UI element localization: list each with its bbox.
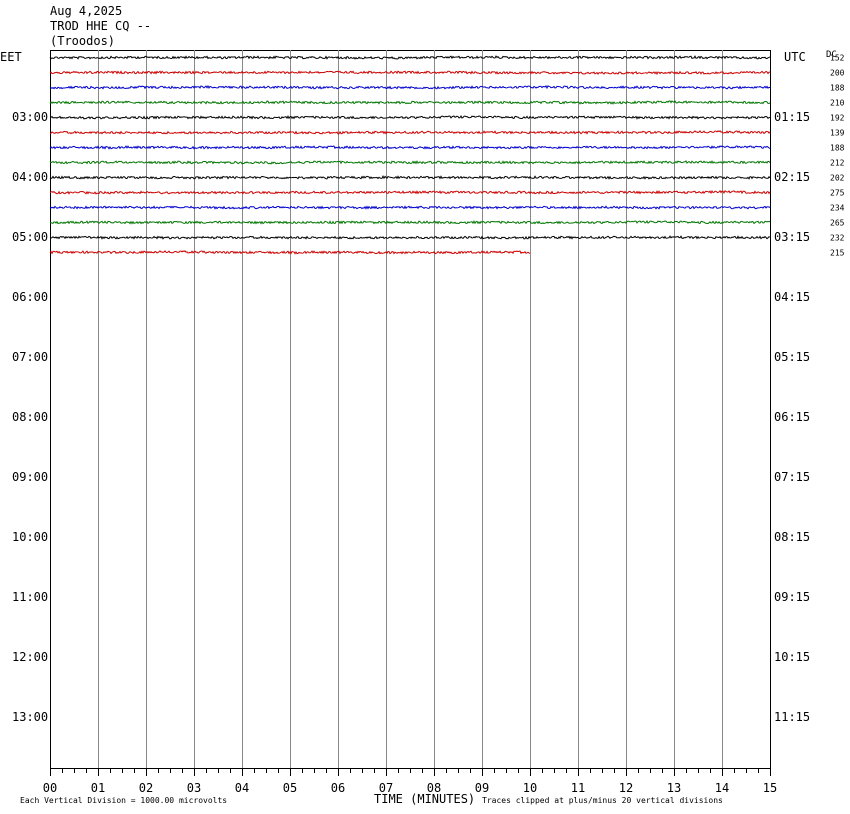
dc-value: 188 [830,144,845,153]
plot-frame [50,50,771,769]
right-time-label: 07:15 [774,470,810,484]
seismic-traces [49,55,771,255]
left-time-label: 06:00 [12,290,48,304]
dc-value: 210 [830,99,845,108]
dc-value: 215 [830,249,845,258]
x-tick-label: 02 [139,781,153,795]
footer-clip-note: Traces clipped at plus/minus 20 vertical… [482,796,723,805]
station-label: TROD HHE CQ -- [50,19,152,33]
trace-line [49,235,771,240]
right-time-label: 01:15 [774,110,810,124]
left-time-label: 05:00 [12,230,48,244]
dc-value: 234 [830,204,845,213]
right-time-label: 10:15 [774,650,810,664]
trace-line [49,205,771,210]
x-tick-label: 14 [715,781,729,795]
left-time-label: 10:00 [12,530,48,544]
x-tick-label: 09 [475,781,489,795]
left-time-label: 13:00 [12,710,48,724]
trace-line [49,130,771,135]
left-time-label: 11:00 [12,590,48,604]
right-axis-label: UTC [784,50,806,64]
dc-value: 152 [830,54,845,63]
dc-value: 275 [830,189,845,198]
dc-value: 188 [830,84,845,93]
x-tick-label: 07 [379,781,393,795]
dc-value: 192 [830,114,845,123]
right-time-label: 08:15 [774,530,810,544]
dc-value: 265 [830,219,845,228]
left-time-label: 07:00 [12,350,48,364]
x-tick-label: 03 [187,781,201,795]
x-tick-label: 01 [91,781,105,795]
x-tick-label: 06 [331,781,345,795]
x-tick-label: 12 [619,781,633,795]
trace-line [49,70,770,76]
trace-line [49,115,771,120]
trace-line [49,55,771,60]
trace-line [49,100,771,105]
right-time-label: 06:15 [774,410,810,424]
right-time-label: 11:15 [774,710,810,724]
right-time-label: 05:15 [774,350,810,364]
dc-value: 232 [830,234,845,243]
x-axis-ticks: 00 01 02 03 04 05 06 07 08 09 10 11 12 13 14 15 [43,768,777,795]
axis-labels: EET UTC DC TIME (MINUTES) Each Vertical … [0,50,845,806]
trace-line [49,174,771,180]
dc-label: DC [826,50,837,60]
trace-line [49,250,531,255]
left-time-label: 04:00 [12,170,48,184]
right-time-label: 02:15 [774,170,810,184]
right-time-label: 09:15 [774,590,810,604]
left-axis-label: EET [0,50,22,64]
x-axis-title: TIME (MINUTES) [374,792,475,806]
x-tick-label: 08 [427,781,441,795]
minute-grid [98,50,723,768]
trace-line [49,160,771,165]
x-tick-label: 13 [667,781,681,795]
location-label: (Troodos) [50,34,116,48]
left-time-label: 08:00 [12,410,48,424]
trace-line [49,145,771,150]
dc-value: 212 [830,159,845,168]
trace-line [49,189,771,195]
left-time-label: 12:00 [12,650,48,664]
left-time-label: 03:00 [12,110,48,124]
x-tick-label: 05 [283,781,297,795]
date-label: Aug 4,2025 [50,4,123,18]
footer-scale-note: Each Vertical Division = 1000.00 microvo… [20,796,227,805]
x-tick-label: 00 [43,781,57,795]
right-time-label: 03:15 [774,230,810,244]
dc-value: 202 [830,174,845,183]
trace-line [49,84,771,90]
dc-value: 200 [830,69,845,78]
left-time-label: 09:00 [12,470,48,484]
x-tick-label: 04 [235,781,249,795]
x-tick-label: 10 [523,781,537,795]
right-time-label: 04:15 [774,290,810,304]
x-tick-label: 11 [571,781,585,795]
dc-value: 139 [830,129,845,138]
x-tick-label: 15 [763,781,777,795]
trace-line [49,219,771,225]
